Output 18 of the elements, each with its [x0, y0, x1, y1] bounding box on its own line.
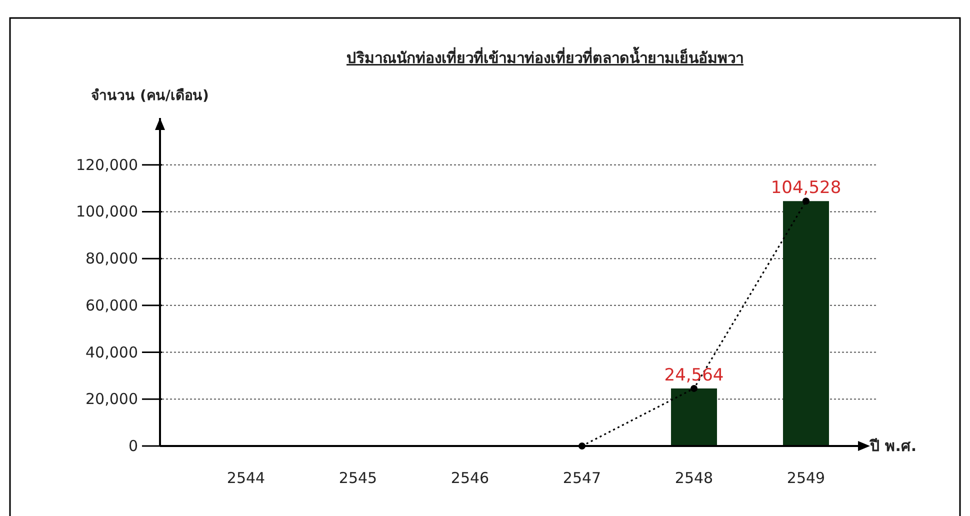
x-tick-label: 2549: [786, 469, 826, 487]
x-tick-label: 2544: [226, 469, 266, 487]
x-tick-label: 2546: [450, 469, 490, 487]
y-tick-label: 100,000: [76, 202, 138, 221]
data-label: 24,564: [664, 365, 724, 386]
y-tick-label: 80,000: [86, 250, 138, 268]
x-tick-label: 2547: [562, 469, 602, 487]
x-tick-label: 2548: [674, 469, 714, 487]
x-axis-title: ปี พ.ศ.: [869, 437, 917, 455]
x-tick-label: 2545: [338, 469, 378, 487]
y-axis-title: จำนวน (คน/เดือน): [91, 88, 209, 104]
y-tick-label: 60,000: [86, 296, 138, 314]
y-tick-label: 0: [128, 437, 138, 455]
y-tick-label: 120,000: [76, 156, 138, 174]
y-tick-label: 40,000: [86, 343, 138, 362]
y-tick-label: 20,000: [86, 390, 138, 408]
chart-title: ปริมาณนักท่องเที่ยวที่เข้ามาท่องเที่ยวที่ตลาดน้ำยามเย็นอัมพวา: [346, 46, 744, 67]
data-label: 104,528: [770, 178, 842, 198]
